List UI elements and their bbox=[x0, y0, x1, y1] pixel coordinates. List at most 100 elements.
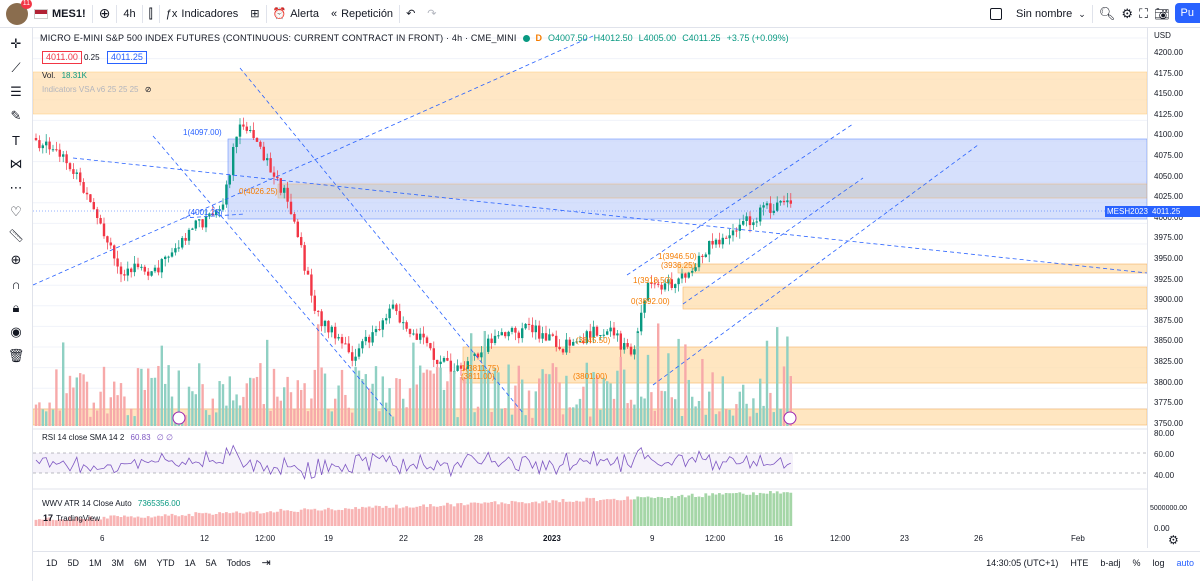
interval-button[interactable]: 4h bbox=[117, 0, 141, 28]
volume-bar bbox=[276, 396, 279, 426]
gear-icon[interactable]: ⚙ bbox=[1168, 533, 1179, 547]
volume-bar bbox=[204, 410, 208, 426]
candle-body bbox=[133, 263, 136, 273]
redo-button[interactable]: ↷ bbox=[421, 0, 442, 28]
replay-end-marker[interactable] bbox=[783, 411, 797, 425]
user-avatar[interactable]: 11 bbox=[6, 0, 32, 25]
candle-body bbox=[551, 334, 554, 336]
volume-bar bbox=[697, 400, 701, 426]
ruler-icon[interactable]: 📏︎ bbox=[7, 228, 25, 243]
atr-bar bbox=[374, 505, 378, 526]
candle-body bbox=[616, 333, 619, 336]
range-3m[interactable]: 3M bbox=[111, 557, 125, 568]
bottom-toolbar: 1D 5D 1M 3M 6M YTD 1A 5A Todos ⇥ 14:30:0… bbox=[33, 551, 1200, 573]
volume-bar bbox=[75, 377, 78, 426]
templates-button[interactable]: ⊞ bbox=[244, 0, 265, 28]
eye-icon[interactable]: ◉ bbox=[10, 324, 22, 339]
volume-bar bbox=[340, 369, 344, 426]
atr-bar bbox=[218, 512, 221, 526]
candle-body bbox=[351, 352, 354, 361]
crosshair-icon[interactable]: ✛ bbox=[10, 36, 22, 51]
adjust-toggle[interactable]: b-adj bbox=[1100, 557, 1121, 568]
layout-name[interactable]: Sin nombre bbox=[1016, 8, 1073, 20]
range-ytd[interactable]: YTD bbox=[156, 557, 175, 568]
atr-bar bbox=[44, 517, 48, 526]
atr-bar bbox=[136, 516, 140, 526]
search-icon[interactable]: 🔍︎ bbox=[1098, 6, 1116, 21]
candle-body bbox=[514, 327, 517, 333]
candle-body bbox=[466, 361, 469, 369]
volume-bar bbox=[408, 388, 412, 426]
fullscreen-icon[interactable]: ⛶ bbox=[1138, 6, 1149, 21]
brush-icon[interactable]: ✎ bbox=[10, 108, 22, 123]
volume-bar bbox=[385, 402, 388, 426]
atr-bar bbox=[296, 511, 300, 526]
lock-icon[interactable]: 🔒︎ bbox=[12, 300, 20, 315]
percent-toggle[interactable]: % bbox=[1132, 557, 1141, 568]
session-label[interactable]: HTE bbox=[1070, 557, 1089, 568]
indicators-button[interactable]: ƒx Indicadores bbox=[160, 0, 245, 28]
add-symbol-button[interactable]: ⊕ bbox=[93, 0, 117, 28]
volume-bar bbox=[289, 392, 293, 426]
clock-label[interactable]: 14:30:05 (UTC+1) bbox=[986, 557, 1059, 568]
replay-start-marker[interactable] bbox=[172, 411, 186, 425]
legend-title: MICRO E-MINI S&P 500 INDEX FUTURES (CONT… bbox=[40, 33, 517, 43]
range-all[interactable]: Todos bbox=[226, 557, 251, 568]
atr-bar bbox=[75, 516, 79, 526]
auto-toggle[interactable]: auto bbox=[1176, 557, 1194, 568]
price-axis[interactable]: USD 4200.00 4175.00 4150.00 4125.00 4100.00 4… bbox=[1147, 28, 1200, 548]
log-toggle[interactable]: log bbox=[1152, 557, 1165, 568]
atr-bar bbox=[89, 516, 92, 526]
atr-bar bbox=[248, 511, 252, 526]
volume-bar bbox=[157, 365, 160, 426]
publish-button[interactable]: Pu bbox=[1174, 3, 1200, 23]
layout-checkbox[interactable] bbox=[990, 8, 1002, 20]
candle-body bbox=[592, 326, 595, 338]
fib-box-blue bbox=[227, 138, 1147, 220]
fib-label: 0(3892.00) bbox=[631, 297, 670, 306]
atr-bar bbox=[514, 501, 517, 526]
ask-price-box[interactable]: 4011.25 bbox=[107, 51, 147, 64]
range-5y[interactable]: 5A bbox=[205, 557, 217, 568]
volume-bar bbox=[255, 376, 259, 426]
trend-line-icon[interactable]: ⟋ bbox=[11, 60, 21, 75]
magnet-icon[interactable]: ∩ bbox=[11, 276, 21, 292]
candle-body bbox=[609, 327, 612, 332]
currency-label[interactable]: USD bbox=[1154, 31, 1171, 40]
symbol-search-button[interactable]: MES1! bbox=[28, 0, 92, 28]
forecast-icon[interactable]: ⋯ bbox=[9, 180, 23, 195]
chart-type-button[interactable]: ⫿ bbox=[143, 0, 159, 28]
pattern-icon[interactable]: ⋈ bbox=[9, 156, 23, 171]
fib-label: (3801.00) bbox=[573, 372, 608, 381]
volume-bar bbox=[164, 383, 167, 426]
gear-icon[interactable]: ⚙ bbox=[1121, 6, 1133, 21]
time-axis[interactable]: 6 12 12:00 19 22 28 2023 9 12:00 16 12:0… bbox=[33, 532, 1147, 548]
chevron-down-icon[interactable]: ⌄ bbox=[1078, 8, 1086, 19]
zoom-in-icon[interactable]: ⊕ bbox=[10, 252, 22, 267]
alert-button[interactable]: ⏰ Alerta bbox=[267, 0, 325, 28]
eye-off-icon[interactable]: ⊘ bbox=[144, 85, 152, 94]
range-5d[interactable]: 5D bbox=[67, 557, 80, 568]
atr-bar bbox=[391, 507, 395, 526]
candle-body bbox=[65, 154, 68, 164]
date-range-icon[interactable]: ⇥ bbox=[261, 557, 271, 569]
replay-button[interactable]: « Repetición bbox=[325, 0, 399, 28]
text-icon[interactable]: T bbox=[12, 132, 20, 148]
range-1y[interactable]: 1A bbox=[184, 557, 196, 568]
bid-price-box[interactable]: 4011.00 bbox=[42, 51, 82, 64]
trash-icon[interactable]: 🗑︎ bbox=[7, 348, 25, 363]
camera-icon[interactable]: 📷︎ bbox=[1154, 7, 1170, 21]
fib-retracement-icon[interactable]: ☰ bbox=[10, 84, 22, 99]
price-chart[interactable]: 1(4097.00) 0(4026.25) (4001.25) 1(3946.5… bbox=[33, 28, 1147, 528]
heart-icon[interactable]: ♡ bbox=[10, 204, 22, 219]
undo-button[interactable]: ↶ bbox=[400, 0, 421, 28]
range-6m[interactable]: 6M bbox=[134, 557, 147, 568]
range-1m[interactable]: 1M bbox=[89, 557, 102, 568]
volume-bar bbox=[606, 381, 609, 426]
candle-body bbox=[340, 337, 344, 344]
candle-body bbox=[521, 328, 524, 339]
atr-bar bbox=[293, 511, 296, 526]
range-1d[interactable]: 1D bbox=[46, 557, 58, 568]
volume-bar bbox=[538, 378, 541, 426]
tradingview-logo[interactable]: 17 TradingView bbox=[43, 513, 100, 523]
